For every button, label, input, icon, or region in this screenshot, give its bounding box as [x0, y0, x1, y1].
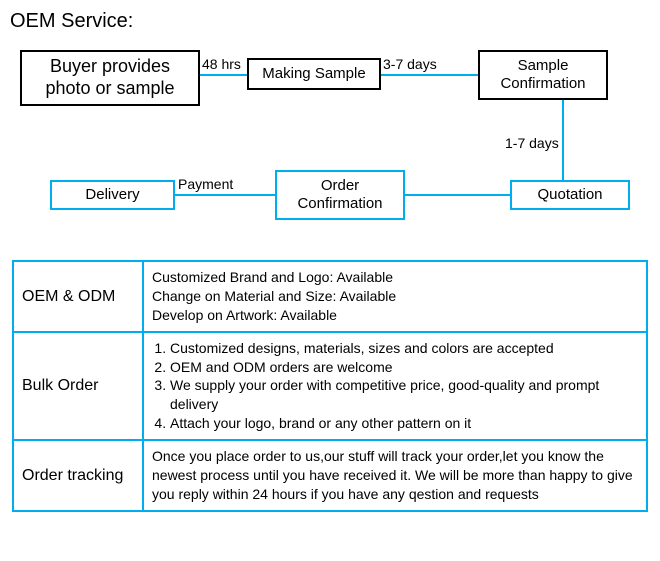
connector [175, 194, 275, 196]
node-order-confirmation: OrderConfirmation [275, 170, 405, 220]
list-item: We supply your order with competitive pr… [170, 376, 638, 414]
row-label-order-tracking: Order tracking [13, 440, 143, 511]
line: Customized Brand and Logo: Available [152, 268, 638, 287]
table-row: Bulk Order Customized designs, materials… [13, 332, 647, 440]
node-order-label: OrderConfirmation [297, 177, 382, 213]
edge-label-payment: Payment [178, 176, 233, 192]
node-quotation: Quotation [510, 180, 630, 210]
edge-label-3-7days: 3-7 days [383, 56, 437, 72]
table-row: Order tracking Once you place order to u… [13, 440, 647, 511]
page-container: OEM Service: Buyer providesphoto or samp… [0, 0, 660, 561]
edge-label-48hrs: 48 hrs [202, 56, 241, 72]
connector [381, 74, 478, 76]
node-buyer: Buyer providesphoto or sample [20, 50, 200, 106]
line: Develop on Artwork: Available [152, 306, 638, 325]
row-label-oem-odm: OEM & ODM [13, 261, 143, 332]
edge-label-1-7days: 1-7 days [505, 135, 559, 151]
node-delivery: Delivery [50, 180, 175, 210]
node-buyer-label: Buyer providesphoto or sample [45, 56, 174, 99]
node-delivery-label: Delivery [85, 186, 139, 204]
row-label-bulk-order: Bulk Order [13, 332, 143, 440]
node-quotation-label: Quotation [537, 186, 602, 204]
page-title: OEM Service: [10, 10, 133, 33]
row-content-order-tracking: Once you place order to us,our stuff wil… [143, 440, 647, 511]
connector [405, 194, 510, 196]
node-sample-label: SampleConfirmation [500, 57, 585, 93]
table-row: OEM & ODM Customized Brand and Logo: Ava… [13, 261, 647, 332]
line: Change on Material and Size: Available [152, 287, 638, 306]
node-making-sample: Making Sample [247, 58, 381, 90]
list-item: Attach your logo, brand or any other pat… [170, 414, 638, 433]
connector [200, 74, 247, 76]
connector [562, 100, 564, 180]
info-table: OEM & ODM Customized Brand and Logo: Ava… [12, 260, 648, 512]
row-content-oem-odm: Customized Brand and Logo: Available Cha… [143, 261, 647, 332]
list-item: Customized designs, materials, sizes and… [170, 339, 638, 358]
node-sample-confirmation: SampleConfirmation [478, 50, 608, 100]
list-item: OEM and ODM orders are welcome [170, 358, 638, 377]
row-content-bulk-order: Customized designs, materials, sizes and… [143, 332, 647, 440]
node-making-label: Making Sample [262, 65, 365, 83]
